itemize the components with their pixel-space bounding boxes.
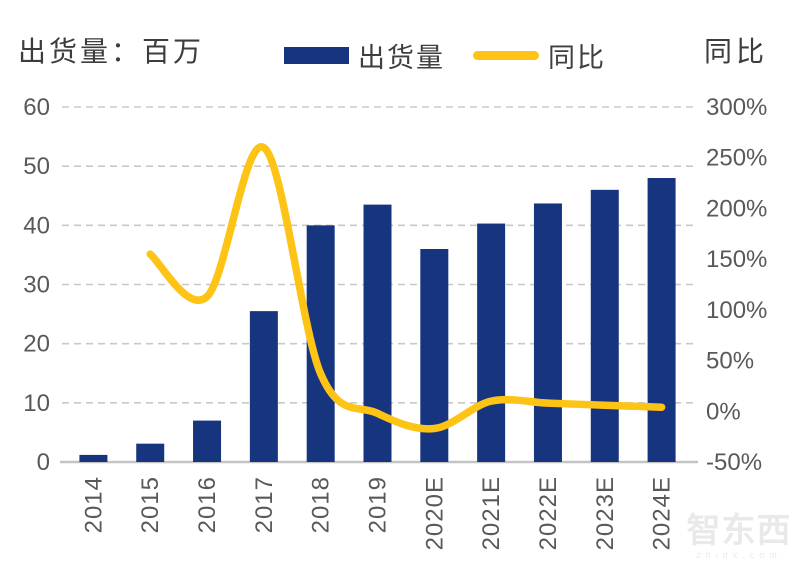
watermark-domain: zhidx.com — [696, 550, 782, 560]
bar-2017 — [249, 311, 278, 462]
x-axis-label-2019: 2019 — [365, 476, 392, 533]
right-axis-tick-label: 300% — [706, 94, 767, 121]
left-axis-tick-label: 10 — [23, 390, 50, 417]
x-axis-label-2021E: 2021E — [478, 476, 505, 550]
left-axis-tick-label: 50 — [23, 153, 50, 180]
left-axis-tick-label: 0 — [37, 449, 50, 476]
right-axis-tick-label: 250% — [706, 145, 767, 172]
legend-bar-label: 出货量 — [358, 42, 445, 74]
x-axis-label-2014: 2014 — [80, 476, 107, 533]
bar-2021E — [477, 223, 506, 462]
x-axis-label-2024E: 2024E — [649, 476, 676, 550]
right-axis-title: 同比 — [704, 35, 769, 68]
x-axis-label-2016: 2016 — [194, 476, 221, 533]
right-axis-tick-label: 150% — [706, 246, 767, 273]
right-axis-tick-label: -50% — [706, 449, 762, 476]
bar-2019 — [363, 204, 392, 462]
left-axis-tick-label: 40 — [23, 212, 50, 239]
x-axis-label-2023E: 2023E — [592, 476, 619, 550]
bar-2014 — [79, 454, 108, 462]
x-axis-label-2018: 2018 — [308, 476, 335, 533]
legend: 出货量 同比 — [284, 40, 606, 74]
legend-line-label: 同比 — [548, 42, 606, 74]
legend-line-swatch-icon — [473, 50, 539, 60]
right-axis-tick-label: 50% — [706, 348, 754, 375]
bar-2015 — [136, 443, 165, 462]
left-axis-tick-label: 60 — [23, 94, 50, 121]
legend-bar-swatch-icon — [284, 46, 349, 64]
watermark-brand: 智东西 — [686, 512, 792, 550]
x-axis-label-2017: 2017 — [251, 476, 278, 533]
watermark: 智东西 zhidx.com — [684, 514, 794, 560]
left-axis-tick-label: 20 — [23, 331, 50, 358]
x-axis-label-2022E: 2022E — [535, 476, 562, 550]
x-axis-label-2015: 2015 — [137, 476, 164, 533]
right-axis-tick-label: 100% — [706, 297, 767, 324]
left-axis-tick-label: 30 — [23, 272, 50, 299]
yoy-line — [146, 143, 666, 433]
right-axis-tick-label: 200% — [706, 195, 767, 222]
bar-2016 — [193, 420, 222, 462]
bar-2023E — [590, 189, 619, 463]
x-axis-label-2020E: 2020E — [421, 476, 448, 550]
right-axis-tick-label: 0% — [706, 398, 741, 425]
left-axis-title: 出货量：百万 — [18, 35, 205, 68]
bar-2022E — [533, 203, 562, 463]
bar-2024E — [647, 178, 676, 462]
chart-header: 出货量：百万 出货量 同比 同比 — [0, 0, 800, 80]
